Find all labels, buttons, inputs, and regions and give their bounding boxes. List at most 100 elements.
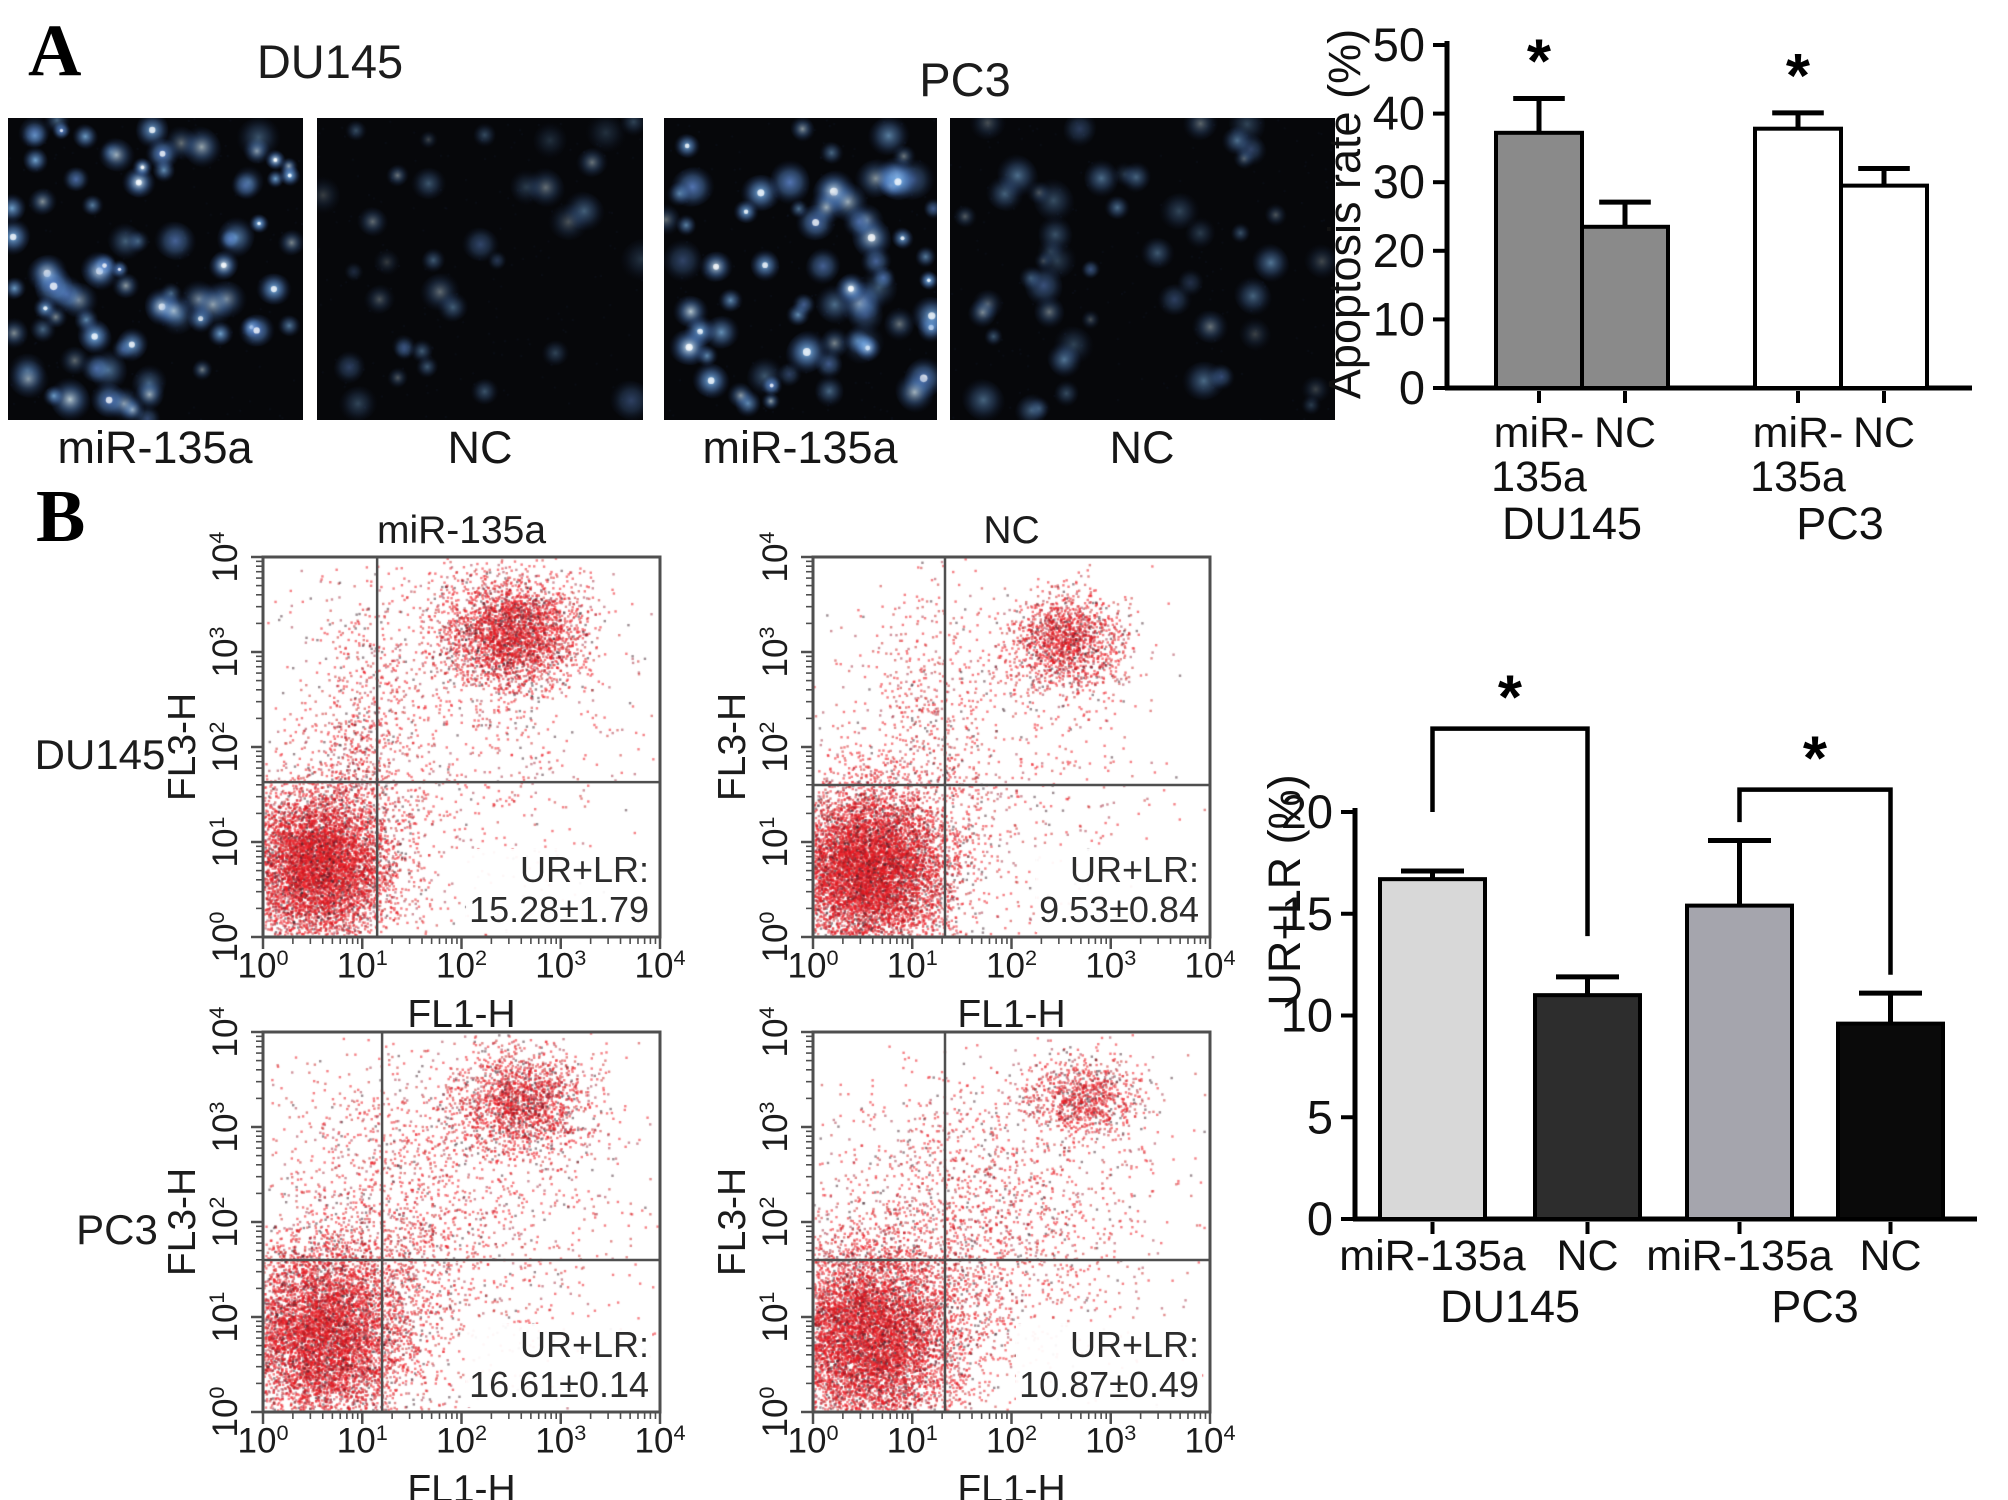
flow-plot-du145-mir135a: miR-135a 100 100 101 101 102 102 103 103 104 104 FL…	[161, 509, 686, 1036]
row-label-pc3: PC3	[76, 1206, 158, 1253]
bar-NC	[1580, 224, 1670, 390]
micrograph-label-pc3-nc: NC	[1109, 422, 1175, 473]
significance-asterisk: *	[1498, 664, 1523, 733]
bar-tick-label: miR-	[1753, 409, 1844, 457]
micrograph-label-du145-nc: NC	[447, 422, 513, 473]
x-tick-label: 101	[336, 1420, 388, 1461]
x-tick-label: 101	[336, 945, 388, 986]
bar-miR-135a	[1494, 130, 1584, 390]
quadrant-stat-annotation: UR+LR: 15.28±1.79	[466, 848, 652, 932]
group-label-PC3: PC3	[1771, 1281, 1859, 1332]
quadrant-stat-annotation: UR+LR: 9.53±0.84	[1036, 848, 1202, 932]
bar-miR-135a	[1378, 877, 1487, 1221]
y-tick-label: 0	[1399, 361, 1425, 414]
y-tick-label: 101	[204, 816, 245, 868]
y-tick-label: 102	[204, 721, 245, 773]
bar-tick-label: NC	[1859, 1232, 1921, 1280]
y-tick-label: 0	[1307, 1192, 1333, 1245]
flow-frame	[801, 1030, 1212, 1424]
significance-asterisk: *	[1786, 42, 1811, 111]
flow-plot-pc3-mir135a: 100 100 101 101 102 102 103 103 104 104 FL1-H FL3-H…	[161, 1007, 686, 1500]
flow-frame	[251, 1030, 662, 1424]
y-tick-label: 103	[204, 1101, 245, 1153]
bar-tick-label: NC	[1853, 409, 1915, 457]
bar-tick-label: miR-135a	[1646, 1232, 1832, 1280]
y-tick-label: 104	[754, 1006, 795, 1058]
x-tick-label: 102	[986, 1420, 1037, 1461]
x-tick-label: 103	[535, 1420, 587, 1461]
y-axis-label: Apoptosis rate (%)	[1319, 29, 1370, 399]
x-axis-label: FL1-H	[957, 1468, 1066, 1500]
flow-plot-title: NC	[983, 509, 1040, 552]
y-tick-label: 5	[1307, 1090, 1333, 1143]
x-tick-label: 104	[634, 945, 686, 986]
y-tick-label: 102	[204, 1196, 245, 1248]
group-label-DU145: DU145	[1502, 498, 1642, 549]
bar-miR-135a	[1753, 126, 1843, 391]
y-tick-label: 101	[754, 816, 795, 868]
x-tick-label: 100	[237, 945, 289, 986]
bar-tick-label: 135a	[1491, 453, 1587, 501]
y-axis-label: FL3-H	[711, 1167, 754, 1277]
row-label-du145: DU145	[34, 731, 166, 778]
y-tick-label: 10	[1281, 989, 1333, 1042]
x-axis-label: FL1-H	[957, 993, 1066, 1036]
y-tick-label: 40	[1373, 87, 1425, 140]
quadrant-stat-annotation: UR+LR: 10.87±0.49	[1016, 1323, 1202, 1407]
y-tick-label: 104	[754, 531, 795, 583]
flow-plot-pc3-nc: 100 100 101 101 102 102 103 103 104 104 FL1-H FL3-H…	[711, 1007, 1236, 1500]
bar-tick-label: 135a	[1750, 453, 1846, 501]
cell-line-header-pc3: PC3	[919, 53, 1011, 106]
x-tick-label: 103	[1085, 945, 1137, 986]
micrograph-du145-mir135a	[8, 118, 303, 420]
bar-tick-label: NC	[1556, 1232, 1618, 1280]
x-tick-label: 100	[787, 1420, 839, 1461]
y-tick-label: 101	[204, 1291, 245, 1343]
y-tick-label: 104	[204, 1006, 245, 1058]
x-tick-label: 102	[436, 945, 487, 986]
y-tick-label: 104	[204, 531, 245, 583]
y-tick-label: 20	[1373, 224, 1425, 277]
x-tick-label: 102	[436, 1420, 487, 1461]
y-tick-label: 30	[1373, 155, 1425, 208]
bar-NC	[1533, 993, 1642, 1221]
x-tick-label: 103	[1085, 1420, 1137, 1461]
x-tick-label: 104	[1184, 945, 1236, 986]
y-axis-label: FL3-H	[711, 692, 754, 802]
flow-plot-title: miR-135a	[376, 509, 547, 552]
x-tick-label: 104	[1184, 1420, 1236, 1461]
y-tick-label: 100	[754, 911, 795, 963]
flow-frame	[251, 555, 662, 949]
y-tick-label: 100	[754, 1386, 795, 1438]
x-tick-label: 101	[886, 945, 938, 986]
flow-plot-du145-nc: NC 100 100 101 101 102 102 103 103 104 104 FL1-H FL3…	[711, 509, 1236, 1036]
micrograph-label-pc3-mir135a: miR-135a	[702, 422, 898, 473]
micrograph-pc3-mir135a	[664, 118, 937, 420]
significance-asterisk: *	[1527, 28, 1552, 97]
bar-NC	[1836, 1021, 1945, 1222]
micrograph-du145-nc	[317, 118, 643, 420]
y-tick-label: 50	[1373, 18, 1425, 71]
significance-bracket	[1430, 726, 1590, 937]
y-tick-label: 20	[1281, 785, 1333, 838]
y-tick-label: 10	[1373, 292, 1425, 345]
x-tick-label: 103	[535, 945, 587, 986]
cell-line-header-du145: DU145	[256, 35, 404, 88]
significance-bracket	[1737, 787, 1893, 975]
significance-asterisk: *	[1803, 725, 1828, 794]
x-tick-label: 102	[986, 945, 1037, 986]
bar-tick-label: miR-	[1494, 409, 1585, 457]
y-tick-label: 103	[754, 1101, 795, 1153]
bar-NC	[1839, 183, 1929, 390]
y-axis-label: UR+LR (%)	[1259, 774, 1310, 1005]
flow-frame	[801, 555, 1212, 949]
x-tick-label: 104	[634, 1420, 686, 1461]
quadrant-stat-annotation: UR+LR: 16.61±0.14	[466, 1323, 652, 1407]
y-tick-label: 100	[204, 911, 245, 963]
micrograph-label-du145-mir135a: miR-135a	[57, 422, 253, 473]
bar-miR-135a	[1685, 903, 1794, 1221]
group-label-DU145: DU145	[1440, 1281, 1580, 1332]
